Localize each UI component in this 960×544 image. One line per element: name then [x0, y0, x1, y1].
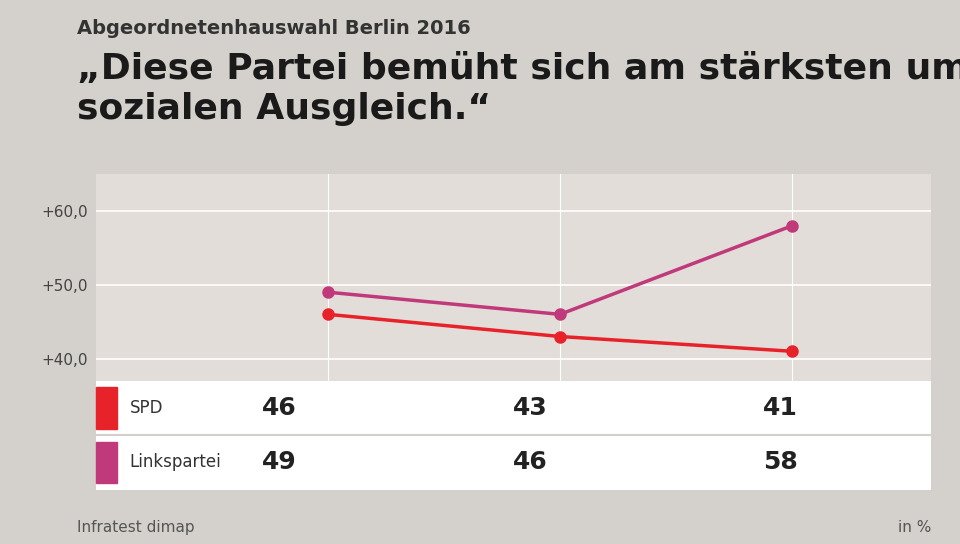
- Text: 49: 49: [262, 450, 297, 474]
- Text: Abgeordnetenhauswahl Berlin 2016: Abgeordnetenhauswahl Berlin 2016: [77, 19, 470, 38]
- Bar: [96, 387, 117, 429]
- Text: Infratest dimap: Infratest dimap: [77, 520, 195, 535]
- Text: 43: 43: [513, 396, 547, 420]
- Bar: [96, 442, 117, 483]
- Text: in %: in %: [898, 520, 931, 535]
- Text: Linkspartei: Linkspartei: [130, 453, 221, 472]
- Text: 58: 58: [763, 450, 798, 474]
- Text: 46: 46: [262, 396, 297, 420]
- Text: „Diese Partei bemüht sich am stärksten um
sozialen Ausgleich.“: „Diese Partei bemüht sich am stärksten u…: [77, 52, 960, 126]
- Text: 46: 46: [513, 450, 547, 474]
- Text: SPD: SPD: [130, 399, 163, 417]
- Text: 41: 41: [763, 396, 799, 420]
